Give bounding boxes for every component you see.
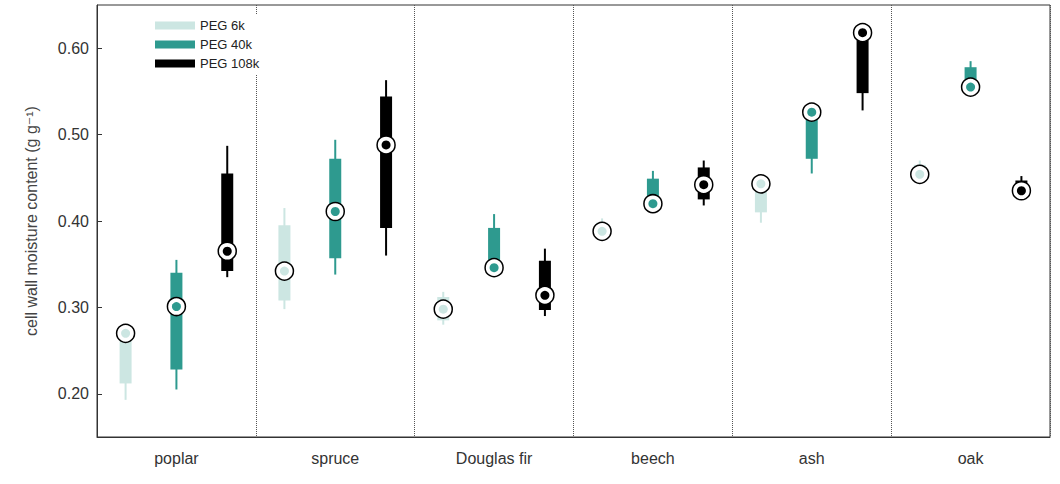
svg-text:beech: beech <box>631 450 675 467</box>
svg-text:0.30: 0.30 <box>58 299 89 316</box>
svg-text:PEG 108k: PEG 108k <box>200 56 260 71</box>
svg-text:0.60: 0.60 <box>58 40 89 57</box>
svg-text:cell wall moisture content (g: cell wall moisture content (g g⁻¹) <box>23 106 40 336</box>
svg-text:0.20: 0.20 <box>58 385 89 402</box>
svg-text:oak: oak <box>958 450 985 467</box>
svg-text:Douglas fir: Douglas fir <box>456 450 533 467</box>
svg-text:0.40: 0.40 <box>58 213 89 230</box>
svg-text:PEG 40k: PEG 40k <box>200 37 253 52</box>
svg-text:ash: ash <box>799 450 825 467</box>
svg-text:0.50: 0.50 <box>58 126 89 143</box>
svg-text:spruce: spruce <box>311 450 359 467</box>
svg-text:poplar: poplar <box>154 450 199 467</box>
svg-text:PEG 6k: PEG 6k <box>200 18 245 33</box>
